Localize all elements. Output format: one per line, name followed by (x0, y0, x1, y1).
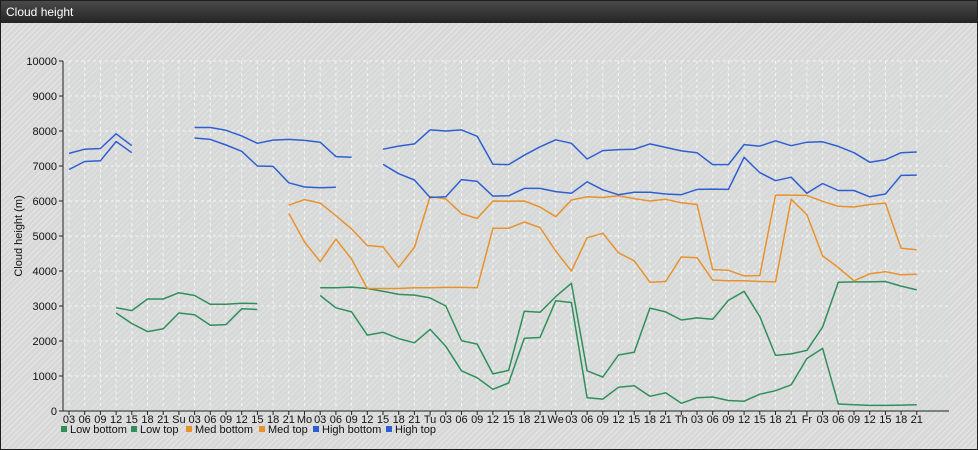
y-tick-label: 9000 (33, 91, 57, 103)
x-tick-label: 06 (455, 414, 467, 426)
legend-label: Low bottom (70, 424, 127, 436)
x-tick-label: 12 (236, 414, 248, 426)
x-tick-label: 06 (707, 414, 719, 426)
x-tick-label: 18 (895, 414, 907, 426)
window-title: Cloud height (6, 5, 74, 19)
x-tick-label: 21 (534, 414, 546, 426)
x-tick-label: 09 (471, 414, 483, 426)
x-tick-label: 06 (581, 414, 593, 426)
legend-label: Med top (268, 424, 308, 436)
legend-label: High bottom (322, 424, 381, 436)
x-tick-label: 09 (94, 414, 106, 426)
legend-swatch (259, 426, 265, 432)
x-tick-label: 09 (597, 414, 609, 426)
x-tick-label: Su (172, 414, 185, 426)
y-axis-label: Cloud height (m) (13, 195, 25, 276)
x-tick-label: 18 (644, 414, 656, 426)
x-tick-label: 06 (79, 414, 91, 426)
legend-label: Low top (140, 424, 179, 436)
x-tick-label: 09 (345, 414, 357, 426)
x-tick-label: Tu (424, 414, 436, 426)
y-tick-label: 3000 (33, 301, 57, 313)
title-bar: Cloud height (1, 1, 977, 23)
x-tick-label: 15 (628, 414, 640, 426)
series-lines (68, 126, 917, 407)
y-tick-label: 0 (51, 406, 57, 418)
x-tick-label: 03 (188, 414, 200, 426)
y-tick-label: 5000 (33, 231, 57, 243)
legend-swatch (313, 426, 319, 432)
x-tick-label: 21 (408, 414, 420, 426)
x-tick-label: 12 (612, 414, 624, 426)
x-tick-label: 15 (251, 414, 263, 426)
series-line-high-top (68, 126, 917, 166)
x-tick-label: 12 (110, 414, 122, 426)
legend-label: Med bottom (195, 424, 253, 436)
series-line-med-bottom (288, 198, 917, 290)
series-line-med-top (288, 194, 917, 277)
x-tick-labels: 03 06 09 12 15 18 21 Su 03 06 09 12 15 18 21 Mo 03 06 09 12… (63, 414, 923, 426)
x-tick-label: 21 (659, 414, 671, 426)
x-tick-label: 03 (565, 414, 577, 426)
legend: Low bottom Low top Med bottom Med top High b… (61, 424, 436, 436)
y-tick-label: 1000 (33, 371, 57, 383)
series-line-low-bottom (115, 294, 917, 407)
x-tick-label: 15 (879, 414, 891, 426)
x-tick-label: 09 (722, 414, 734, 426)
series-line-low-top (115, 280, 917, 378)
x-tick-label: 18 (769, 414, 781, 426)
x-tick-label: 15 (754, 414, 766, 426)
x-tick-label: 06 (330, 414, 342, 426)
y-tick-labels: 0 1000 2000 3000 4000 5000 6000 7000 8000 9000 100… (26, 56, 57, 418)
x-tick-label: 18 (518, 414, 530, 426)
x-tick-label: 12 (864, 414, 876, 426)
legend-swatch (386, 426, 392, 432)
x-tick-label: 09 (220, 414, 232, 426)
y-tick-label: 7000 (33, 161, 57, 173)
x-tick-label: Fr (802, 414, 813, 426)
axes (59, 60, 949, 415)
x-tick-label: 18 (267, 414, 279, 426)
y-tick-label: 10000 (26, 56, 57, 68)
x-tick-label: We (548, 414, 564, 426)
y-tick-label: 4000 (33, 266, 57, 278)
x-tick-label: 21 (283, 414, 295, 426)
x-tick-label: Th (675, 414, 688, 426)
series-line-high-bottom (68, 137, 917, 199)
x-tick-label: 12 (738, 414, 750, 426)
x-tick-label: 15 (502, 414, 514, 426)
x-tick-label: 21 (911, 414, 923, 426)
x-tick-label: 15 (377, 414, 389, 426)
x-tick-label: 06 (832, 414, 844, 426)
cloud-height-chart: 0 1000 2000 3000 4000 5000 6000 7000 8000 9000 100… (13, 56, 949, 436)
y-tick-label: 6000 (33, 196, 57, 208)
legend-swatch (186, 426, 192, 432)
x-tick-label: 03 (63, 414, 75, 426)
x-tick-label: 03 (440, 414, 452, 426)
legend-label: High top (395, 424, 436, 436)
x-tick-label: Mo (297, 414, 312, 426)
x-tick-label: 09 (848, 414, 860, 426)
legend-swatch (61, 426, 67, 432)
x-tick-label: 18 (393, 414, 405, 426)
x-tick-label: 15 (126, 414, 138, 426)
chart-panel: 0 1000 2000 3000 4000 5000 6000 7000 8000 9000 100… (1, 23, 977, 449)
legend-swatch (131, 426, 137, 432)
x-tick-label: 03 (314, 414, 326, 426)
y-tick-label: 2000 (33, 336, 57, 348)
x-tick-label: 03 (691, 414, 703, 426)
x-tick-label: 12 (487, 414, 499, 426)
y-tick-label: 8000 (33, 126, 57, 138)
x-tick-label: 18 (141, 414, 153, 426)
x-tick-label: 12 (361, 414, 373, 426)
x-tick-label: 21 (785, 414, 797, 426)
x-tick-label: 21 (157, 414, 169, 426)
x-tick-label: 03 (816, 414, 828, 426)
grid-lines (63, 60, 949, 412)
x-tick-label: 06 (204, 414, 216, 426)
